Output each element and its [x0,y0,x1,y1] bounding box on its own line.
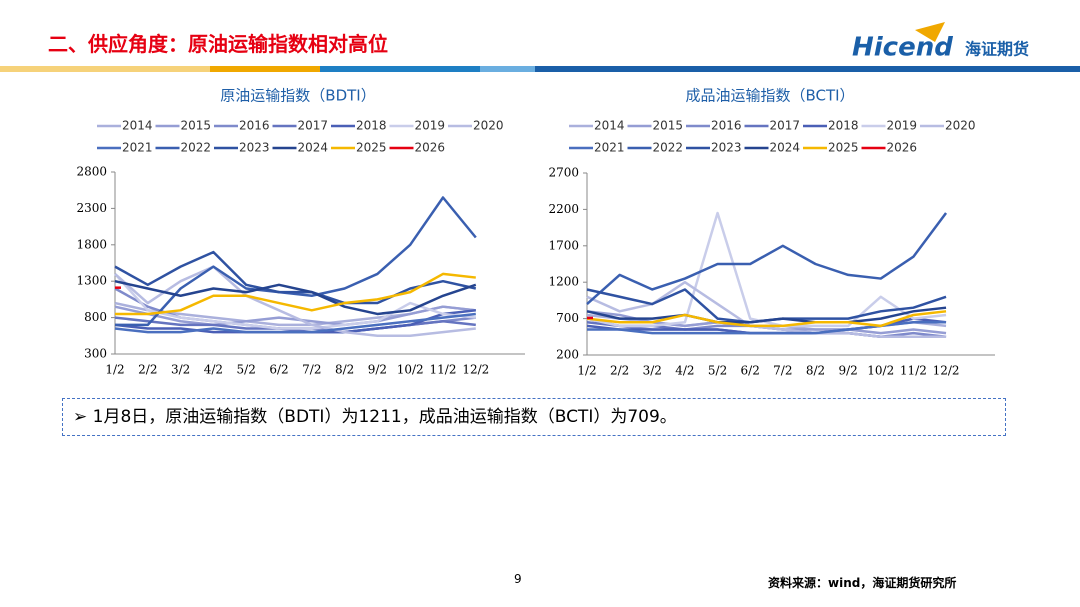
legend-label: 2020 [945,119,976,133]
legend-label: 2020 [473,119,504,133]
x-tick-label: 10/2 [867,364,894,378]
logo-text: Hicend [852,33,953,63]
stripe [535,66,1080,72]
x-tick-label: 11/2 [900,364,927,378]
y-tick-label: 800 [84,310,107,324]
x-tick-label: 2/2 [138,363,157,377]
x-tick-label: 8/2 [335,363,354,377]
slide-title: 二、供应角度：原油运输指数相对高位 [48,32,388,56]
legend-label: 2024 [770,141,801,155]
logo-mark [915,22,945,42]
legend-label: 2014 [122,119,153,133]
series-line [114,305,476,327]
y-tick-label: 200 [556,348,579,362]
legend-label: 2025 [356,141,387,155]
x-tick-label: 3/2 [643,364,662,378]
y-tick-label: 2200 [548,202,579,216]
y-tick-label: 2700 [548,166,579,180]
series-line [114,273,476,330]
x-tick-label: 10/2 [397,363,424,377]
stripe [0,66,210,72]
legend-label: 2016 [239,119,270,133]
legend-label: 2022 [653,141,684,155]
x-tick-label: 7/2 [773,364,792,378]
legend-label: 2017 [298,119,329,133]
header-decoration: Hicend 海证期货 [0,22,1080,72]
legend-label: 2014 [594,119,625,133]
legend-label: 2018 [828,119,859,133]
stripe [320,66,480,72]
series-line [114,312,476,334]
y-tick-label: 1700 [548,238,579,252]
y-tick-label: 1300 [76,274,107,288]
y-tick-label: 1200 [548,275,579,289]
x-tick-label: 2/2 [610,364,629,378]
stripe [210,66,320,72]
charts: 原油运输指数（BDTI） 2014 2015 2016 2017 2018 2019 2020… [76,87,995,378]
legend-label: 2021 [594,141,625,155]
legend-label: 2015 [181,119,212,133]
note-box: ➢ 1月8日，原油运输指数（BDTI）为1211，成品油运输指数（BCTI）为7… [62,398,1006,436]
note-text: 1月8日，原油运输指数（BDTI）为1211，成品油运输指数（BCTI）为709… [92,407,677,427]
y-tick-label: 2800 [76,165,107,179]
series-line [114,279,477,316]
series-line [586,310,947,328]
series-line [586,306,947,324]
x-tick-label: 11/2 [430,363,457,377]
y-tick-label: 1800 [76,237,107,251]
page-number: 9 [514,572,522,586]
series-line [586,280,947,339]
x-tick-label: 5/2 [237,363,256,377]
series-line [114,250,477,305]
legend-label: 2026 [415,141,446,155]
legend-label: 2021 [122,141,153,155]
logo-cn: 海证期货 [965,40,1029,59]
x-tick-label: 5/2 [708,364,727,378]
legend-label: 2016 [711,119,742,133]
x-tick-label: 8/2 [806,364,825,378]
legend-label: 2019 [415,119,446,133]
x-tick-label: 9/2 [838,364,857,378]
legend-label: 2026 [887,141,918,155]
source: 资料来源：wind，海证期货研究所 [768,576,957,590]
x-tick-label: 4/2 [675,364,694,378]
x-tick-label: 6/2 [269,363,288,377]
series-line [114,265,476,338]
chart-title: 原油运输指数（BDTI） [220,87,375,105]
x-tick-label: 12/2 [933,364,960,378]
x-tick-label: 12/2 [462,363,489,377]
x-tick-label: 9/2 [368,363,387,377]
legend-label: 2019 [887,119,918,133]
x-tick-label: 7/2 [302,363,321,377]
legend-label: 2024 [298,141,329,155]
series-line [586,211,947,328]
y-tick-label: 2300 [76,201,107,215]
y-tick-label: 700 [556,311,579,325]
legend-label: 2022 [181,141,212,155]
x-tick-label: 3/2 [171,363,190,377]
x-tick-label: 1/2 [105,363,124,377]
legend-label: 2018 [356,119,387,133]
legend-label: 2025 [828,141,859,155]
y-tick-label: 300 [84,347,107,361]
stripe [480,66,535,72]
legend-label: 2023 [711,141,742,155]
x-tick-label: 4/2 [204,363,223,377]
chart-title: 成品油运输指数（BCTI） [685,87,854,105]
legend-label: 2017 [770,119,801,133]
series-line [115,272,476,316]
legend-label: 2023 [239,141,270,155]
series-line [586,212,948,305]
legend-label: 2015 [653,119,684,133]
x-tick-label: 1/2 [577,364,596,378]
x-tick-label: 6/2 [741,364,760,378]
